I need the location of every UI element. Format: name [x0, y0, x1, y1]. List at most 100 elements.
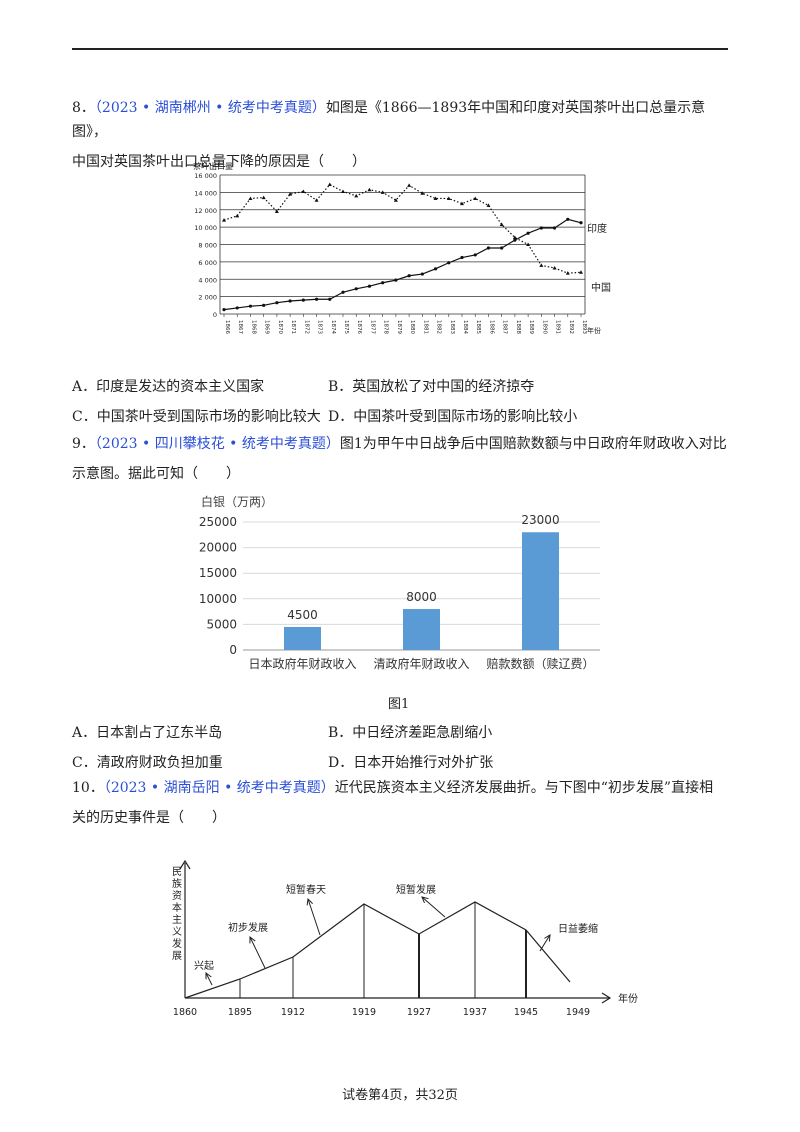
bar [284, 626, 321, 650]
data-point [341, 290, 345, 294]
y-tick-label: 5000 [206, 617, 237, 631]
data-point [486, 246, 491, 250]
data-point [328, 297, 332, 301]
data-point [261, 195, 266, 200]
x-tick-label: 1868 [250, 320, 256, 334]
category-label: 日本政府年财政收入 [248, 656, 356, 671]
x-tick-label: 1912 [281, 1007, 305, 1018]
x-tick-label: 1866 [224, 320, 230, 334]
question-9: 9．（2023 • 四川攀枝花 • 统考中考真题）图1为甲午中日战争后中国赔款数… [72, 432, 732, 486]
data-point [513, 238, 517, 242]
x-tick-label: 1895 [228, 1007, 252, 1018]
option-a: A．印度是发达的资本主义国家 [72, 379, 265, 395]
x-tick-label: 1873 [317, 320, 323, 334]
question-8: 8．（2023 • 湖南郴州 • 统考中考真题）如图是《1866—1893年中国… [72, 96, 732, 174]
x-tick-label: 1885 [475, 320, 481, 334]
data-point [420, 191, 425, 195]
data-point [274, 209, 279, 213]
bar [522, 532, 559, 650]
phase-label: 兴起 [194, 960, 214, 972]
question-stem: 图1为甲午中日战争后中国赔款数额与中日政府年财政收入对比 [339, 436, 727, 452]
x-tick-label: 1871 [290, 320, 296, 334]
data-point [526, 242, 531, 246]
data-point [433, 196, 438, 200]
question-source: （2023 • 四川攀枝花 • 统考中考真题） [94, 436, 340, 452]
series-line-0 [223, 218, 582, 311]
data-point [314, 198, 319, 202]
arrow-short-spring [308, 899, 321, 936]
x-tick-label: 1887 [502, 320, 508, 334]
data-point [301, 298, 305, 302]
question-stem: 中国对英国茶叶出口总量下降的原因是（ ） [72, 154, 366, 170]
data-point [526, 231, 530, 235]
legend-india: 印度 [587, 222, 607, 235]
data-point [288, 192, 293, 196]
data-point [460, 201, 464, 206]
x-tick-label: 1893 [581, 320, 587, 334]
data-point [367, 187, 372, 192]
x-tick-label: 1945 [514, 1007, 538, 1018]
x-tick-label: 1879 [396, 320, 402, 334]
x-tick-label: 1878 [383, 320, 389, 334]
y-axis-label: 茶叶出口量 [193, 161, 233, 171]
y-tick-label: 2 000 [198, 294, 217, 302]
data-point [446, 196, 451, 200]
x-axis-label: 年份 [618, 992, 638, 1005]
data-point [381, 281, 385, 285]
data-point [552, 226, 557, 230]
question-source: （2023 • 湖南郴州 • 统考中考真题） [94, 100, 326, 116]
x-tick-label: 1890 [541, 320, 547, 334]
option-d: D．日本开始推行对外扩张 [328, 755, 494, 771]
data-label: 4500 [287, 608, 318, 622]
y-tick-label: 0 [229, 643, 237, 657]
phase-label: 初步发展 [228, 921, 268, 934]
data-point [539, 226, 543, 230]
y-tick-label: 14 000 [194, 189, 217, 197]
x-tick-label: 1876 [356, 320, 362, 334]
data-point [566, 217, 570, 221]
x-tick-label: 1919 [352, 1007, 376, 1018]
x-tick-label: 1927 [407, 1007, 431, 1018]
y-tick-label: 8 000 [198, 242, 217, 250]
y-tick-label: 25000 [199, 515, 237, 529]
x-tick-label: 1867 [237, 320, 243, 334]
development-curve [184, 901, 571, 999]
y-tick-label: 12 000 [194, 207, 217, 215]
data-point [473, 196, 478, 200]
data-point [393, 198, 398, 202]
question-10: 10．（2023 • 湖南岳阳 • 统考中考真题）近代民族资本主义经济发展曲折。… [72, 776, 732, 830]
y-axis-arrow [179, 859, 191, 870]
data-point [407, 183, 412, 187]
data-point [447, 261, 451, 265]
x-tick-label: 1891 [555, 320, 561, 334]
data-label: 8000 [406, 590, 437, 604]
question-number: 9． [72, 436, 95, 452]
x-tick-label: 1889 [528, 320, 534, 334]
arrow-shrink [539, 935, 550, 952]
data-point [380, 190, 385, 194]
y-tick-label: 10000 [199, 592, 237, 606]
question-number: 10． [72, 780, 104, 796]
data-point [314, 297, 319, 301]
data-point [500, 246, 504, 250]
y-axis-label: 白银（万两） [201, 494, 273, 509]
question-stem: 如图是《1866—1893年中国和印度对英国茶叶出口总量示意图》， [72, 100, 706, 140]
data-point [288, 299, 292, 303]
data-point [460, 255, 464, 260]
x-tick-label: 1949 [566, 1007, 590, 1018]
arrow-rise [206, 973, 213, 986]
x-tick-label: 1888 [515, 320, 521, 334]
data-point [222, 308, 226, 312]
data-point [579, 270, 583, 274]
arrow-initial-development [250, 937, 266, 969]
x-tick-label: 1937 [463, 1007, 487, 1018]
bar [403, 609, 440, 650]
x-tick-label: 1869 [264, 320, 270, 334]
x-tick-label: 1860 [173, 1007, 197, 1018]
data-point [539, 263, 544, 267]
legend-china: 中国 [591, 281, 611, 294]
series-line-1 [223, 183, 582, 274]
data-point [367, 284, 372, 288]
data-point [275, 301, 279, 305]
